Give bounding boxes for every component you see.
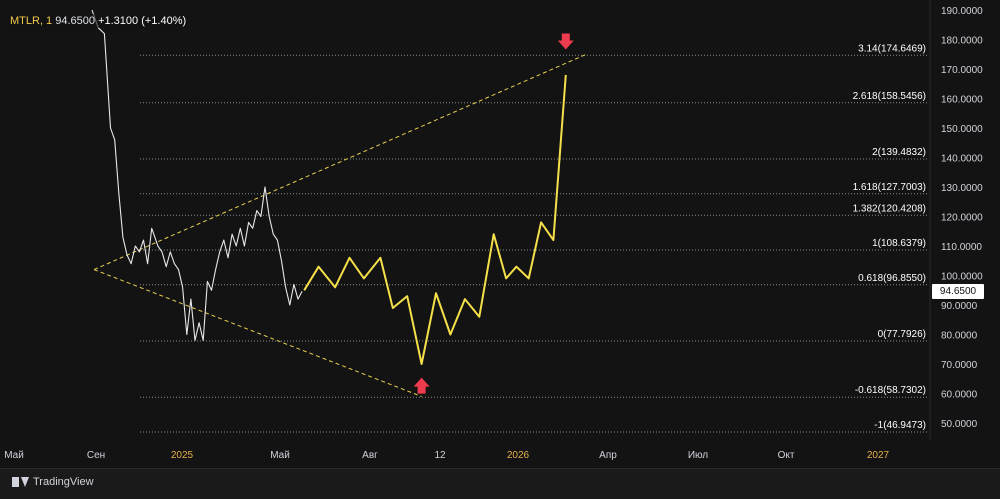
y-tick-label: 190.0000 [941,6,983,17]
footer-bar: TradingView [0,468,1000,499]
arrow-up-icon [413,377,430,394]
tradingview-brand[interactable]: TradingView [12,476,94,488]
current-price-tag: 94.6500 [932,284,984,299]
y-tick-label: 80.0000 [941,331,978,342]
x-tick-month: Авг [362,450,378,461]
y-tick-label: 70.0000 [941,360,978,371]
ticker-symbol: MTLR, 1 [10,15,53,27]
arrow-down-icon [557,33,574,50]
x-tick-month: Сен [87,450,105,461]
trendline [93,269,422,397]
y-tick-label: 110.0000 [941,242,982,253]
fib-level-label: 0.618(96.8550) [858,273,926,284]
x-tick-month: 12 [434,450,446,461]
ticker-change: +1.3100 (+1.40%) [98,15,187,27]
price-chart[interactable]: 50.0000 60.0000 70.0000 80.0000 90.0000 100.0… [0,0,1000,468]
tradingview-logo-icon [12,477,29,487]
fib-level-label: 2(139.4832) [872,147,926,158]
x-tick-month: Окт [778,450,795,461]
projection-line [303,74,567,365]
brand-name: TradingView [33,476,94,488]
x-tick-month: Июл [688,450,708,461]
y-tick-label: 140.0000 [941,154,983,165]
y-tick-label: 100.0000 [941,272,983,283]
fib-level-label: 1.382(120.4208) [853,203,926,214]
fib-level-label: -0.618(58.7302) [855,385,926,396]
x-tick-year: 2025 [171,450,194,461]
y-tick-label: 180.0000 [941,36,983,47]
ticker-header: MTLR, 1 94.6500 +1.3100 (+1.40%) [8,14,189,28]
y-tick-label: 150.0000 [941,124,983,135]
x-tick-month: Май [270,450,290,461]
trendline [93,53,587,271]
x-tick-year: 2027 [867,450,890,461]
fib-level-label: -1(46.9473) [874,420,926,431]
x-tick-month: Май [4,450,24,461]
fib-level-label: 1.618(127.7003) [853,182,926,193]
y-tick-label: 90.0000 [941,301,978,312]
ticker-price: 94.6500 [55,15,96,27]
fib-level-label: 3.14(174.6469) [858,43,926,54]
y-tick-label: 130.0000 [941,183,983,194]
x-tick-month: Апр [599,450,617,461]
price-line [91,9,303,341]
y-tick-label: 170.0000 [941,65,983,76]
y-tick-label: 120.0000 [941,213,983,224]
fib-level-label: 1(108.6379) [872,238,926,249]
y-tick-label: 60.0000 [941,390,978,401]
fib-level-label: 0(77.7926) [878,329,926,340]
fib-level-label: 2.618(158.5456) [853,91,926,102]
y-tick-label: 160.0000 [941,95,983,106]
y-tick-label: 50.0000 [941,419,978,430]
x-tick-year: 2026 [507,450,530,461]
